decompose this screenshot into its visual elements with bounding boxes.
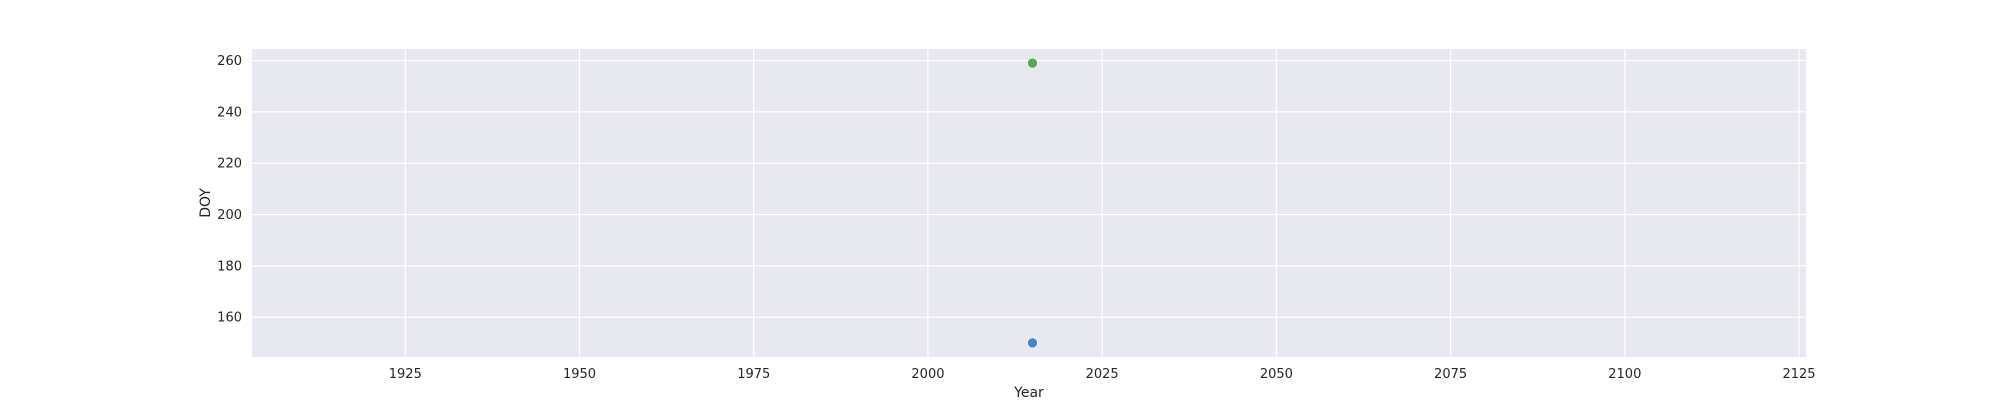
y-tick-label: 260 (217, 54, 242, 69)
data-point (1027, 337, 1038, 349)
y-tick-label: 200 (217, 208, 242, 223)
y-tick-label: 180 (217, 259, 242, 274)
x-tick-label: 1975 (737, 367, 770, 382)
x-tick-label: 2000 (911, 367, 944, 382)
x-axis-ticks: 1925 1950 1975 2000 2025 2050 2075 2100 2125 (389, 367, 1816, 382)
y-axis-label: DOY (198, 188, 214, 218)
grid-lines (252, 49, 1806, 357)
y-tick-label: 240 (217, 105, 242, 120)
y-tick-label: 160 (217, 311, 242, 326)
x-tick-label: 2125 (1782, 367, 1815, 382)
x-axis-label: Year (1013, 385, 1044, 400)
data-points (1027, 57, 1038, 349)
x-tick-label: 2050 (1260, 367, 1293, 382)
x-tick-label: 2025 (1086, 367, 1119, 382)
x-tick-label: 2100 (1608, 367, 1641, 382)
data-point (1027, 57, 1038, 69)
plot-area (252, 49, 1806, 357)
y-tick-label: 220 (217, 157, 242, 172)
y-axis-ticks: 160 180 200 220 240 260 (217, 54, 242, 326)
x-tick-label: 1950 (563, 367, 596, 382)
x-tick-label: 1925 (389, 367, 422, 382)
x-tick-label: 2075 (1434, 367, 1467, 382)
